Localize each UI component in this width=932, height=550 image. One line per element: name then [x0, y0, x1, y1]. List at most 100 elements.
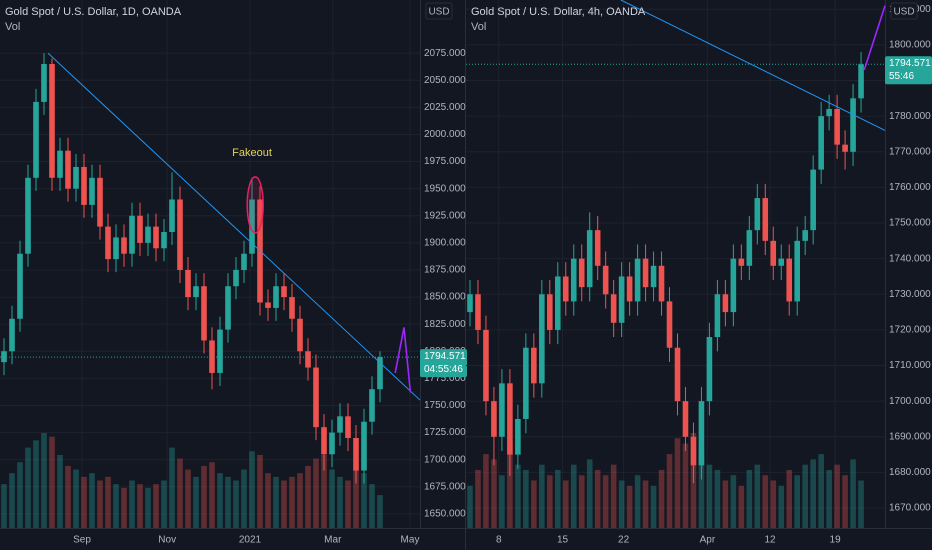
volume-bar — [858, 480, 864, 528]
candle-body — [289, 297, 295, 319]
candle-body — [265, 302, 271, 308]
volume-bar — [49, 436, 55, 528]
volume-bar — [345, 480, 351, 528]
candle-body — [377, 357, 383, 390]
volume-bar — [842, 475, 848, 528]
candle-body — [539, 294, 545, 384]
y-tick-label: 1740.000 — [889, 253, 931, 264]
volume-bar — [539, 464, 545, 528]
candle-body — [698, 401, 705, 466]
volume-bar — [562, 480, 569, 528]
candle-body — [57, 150, 63, 178]
volume-bar — [515, 464, 521, 528]
candle-body — [554, 276, 561, 330]
candle-body — [475, 294, 481, 330]
volume-label: Vol — [5, 21, 20, 33]
volume-bar — [674, 438, 681, 528]
candle-body — [858, 64, 864, 99]
volume-bar — [762, 475, 769, 528]
candle-body — [297, 318, 303, 352]
candle-body — [515, 418, 521, 455]
price-label: 1794.571 — [424, 351, 466, 362]
candle-body — [778, 258, 785, 266]
y-tick-label: 1670.000 — [889, 503, 931, 514]
volume-label: Vol — [471, 21, 486, 33]
candle-body — [658, 265, 665, 302]
candle-body — [177, 199, 183, 270]
candle-body — [33, 101, 39, 178]
volume-bar — [25, 447, 31, 528]
volume-bar — [786, 469, 793, 528]
candle-body — [249, 199, 255, 254]
candle-body — [746, 230, 753, 266]
y-tick-label: 1800.000 — [889, 40, 931, 51]
candle-body — [145, 226, 151, 243]
volume-bar — [818, 454, 824, 528]
volume-bar — [578, 475, 585, 528]
x-tick-label: 19 — [830, 535, 842, 546]
candle-body — [467, 294, 473, 313]
candle-body — [754, 198, 761, 231]
candle-body — [353, 438, 359, 471]
candle-body — [634, 258, 641, 302]
volume-bar — [265, 473, 271, 528]
candle-body — [153, 226, 159, 249]
candle-body — [129, 215, 135, 254]
volume-bar — [666, 454, 673, 528]
volume-bar — [241, 469, 247, 528]
volume-bar — [129, 480, 135, 528]
volume-bar — [554, 469, 561, 528]
trendline — [620, 0, 886, 131]
volume-bar — [642, 480, 649, 528]
volume-bar — [523, 469, 529, 528]
volume-bar — [531, 480, 537, 528]
y-tick-label: 1900.000 — [424, 237, 466, 248]
candle-body — [850, 98, 856, 152]
volume-bar — [826, 469, 832, 528]
volume-bar — [602, 475, 609, 528]
candle-body — [337, 416, 343, 433]
y-tick-label: 1700.000 — [889, 396, 931, 407]
candle-body — [329, 432, 335, 455]
volume-bar — [201, 465, 207, 528]
candle-body — [682, 401, 689, 437]
candle-body — [169, 199, 175, 233]
volume-bar — [313, 458, 319, 528]
candle-body — [690, 436, 697, 466]
volume-bar — [73, 469, 79, 528]
chart-title: Gold Spot / U.S. Dollar, 1D, OANDA — [5, 6, 182, 18]
candle-body — [113, 237, 119, 260]
candle-body — [41, 63, 47, 102]
volume-bar — [289, 476, 295, 528]
volume-bar — [81, 476, 87, 528]
volume-bar — [594, 469, 601, 528]
currency-box — [890, 2, 918, 20]
candle-body — [345, 416, 351, 439]
volume-bar — [467, 485, 473, 528]
candle-body — [618, 276, 625, 323]
y-tick-label: 1730.000 — [889, 289, 931, 300]
candle-body — [193, 286, 199, 298]
candle-body — [491, 401, 497, 437]
volume-bar — [297, 473, 303, 528]
candle-body — [49, 63, 55, 178]
volume-bar — [491, 459, 497, 528]
y-tick-label: 1825.000 — [424, 319, 466, 330]
x-tick-label: Apr — [700, 535, 716, 546]
candle-body — [65, 150, 71, 189]
projection — [394, 327, 412, 393]
y-tick-label: 1975.000 — [424, 156, 466, 167]
volume-bar — [778, 485, 785, 528]
currency-box — [425, 2, 453, 20]
volume-bar — [738, 485, 745, 528]
chart-title: Gold Spot / U.S. Dollar, 4h, OANDA — [471, 6, 646, 18]
x-tick-label: Sep — [73, 535, 91, 546]
volume-bar — [746, 469, 753, 528]
volume-bar — [626, 485, 633, 528]
candle-body — [25, 177, 31, 254]
volume-bar — [810, 459, 816, 528]
y-tick-label: 1750.000 — [424, 400, 466, 411]
candle-body — [73, 166, 79, 189]
volume-bar — [794, 475, 801, 528]
